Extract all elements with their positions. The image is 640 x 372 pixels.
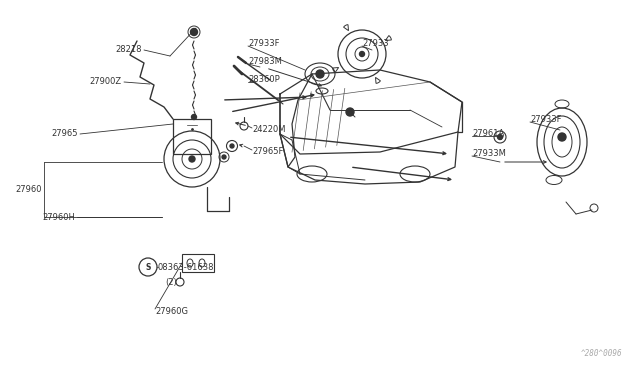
Text: (2): (2) — [165, 278, 177, 286]
Circle shape — [360, 51, 365, 57]
Bar — [182, 254, 214, 272]
Circle shape — [191, 115, 196, 119]
Text: 27960G: 27960G — [155, 308, 188, 317]
Text: 27961A: 27961A — [472, 129, 504, 138]
Text: 27900Z: 27900Z — [90, 77, 122, 87]
Circle shape — [191, 29, 198, 35]
Text: 27960H: 27960H — [42, 212, 75, 221]
Text: 28218: 28218 — [115, 45, 142, 55]
Circle shape — [230, 144, 234, 148]
Text: 27933: 27933 — [362, 39, 388, 48]
Text: 08363-61638: 08363-61638 — [158, 263, 214, 272]
Text: 24220M: 24220M — [252, 125, 285, 135]
Text: 27933F: 27933F — [248, 39, 280, 48]
Text: ^280^0096: ^280^0096 — [580, 350, 622, 359]
Circle shape — [189, 156, 195, 162]
Text: 27965F: 27965F — [252, 148, 284, 157]
Circle shape — [222, 155, 226, 159]
Circle shape — [316, 70, 324, 78]
Text: 27933F: 27933F — [530, 115, 561, 125]
Bar — [173, 119, 211, 154]
Text: S: S — [145, 263, 150, 272]
Circle shape — [346, 108, 354, 116]
Circle shape — [558, 133, 566, 141]
Text: 27960: 27960 — [15, 186, 42, 195]
Text: 27965: 27965 — [51, 129, 78, 138]
Text: 28360P: 28360P — [248, 76, 280, 84]
Text: 27983M: 27983M — [248, 58, 282, 67]
Circle shape — [497, 135, 502, 140]
Text: 27933M: 27933M — [472, 150, 506, 158]
